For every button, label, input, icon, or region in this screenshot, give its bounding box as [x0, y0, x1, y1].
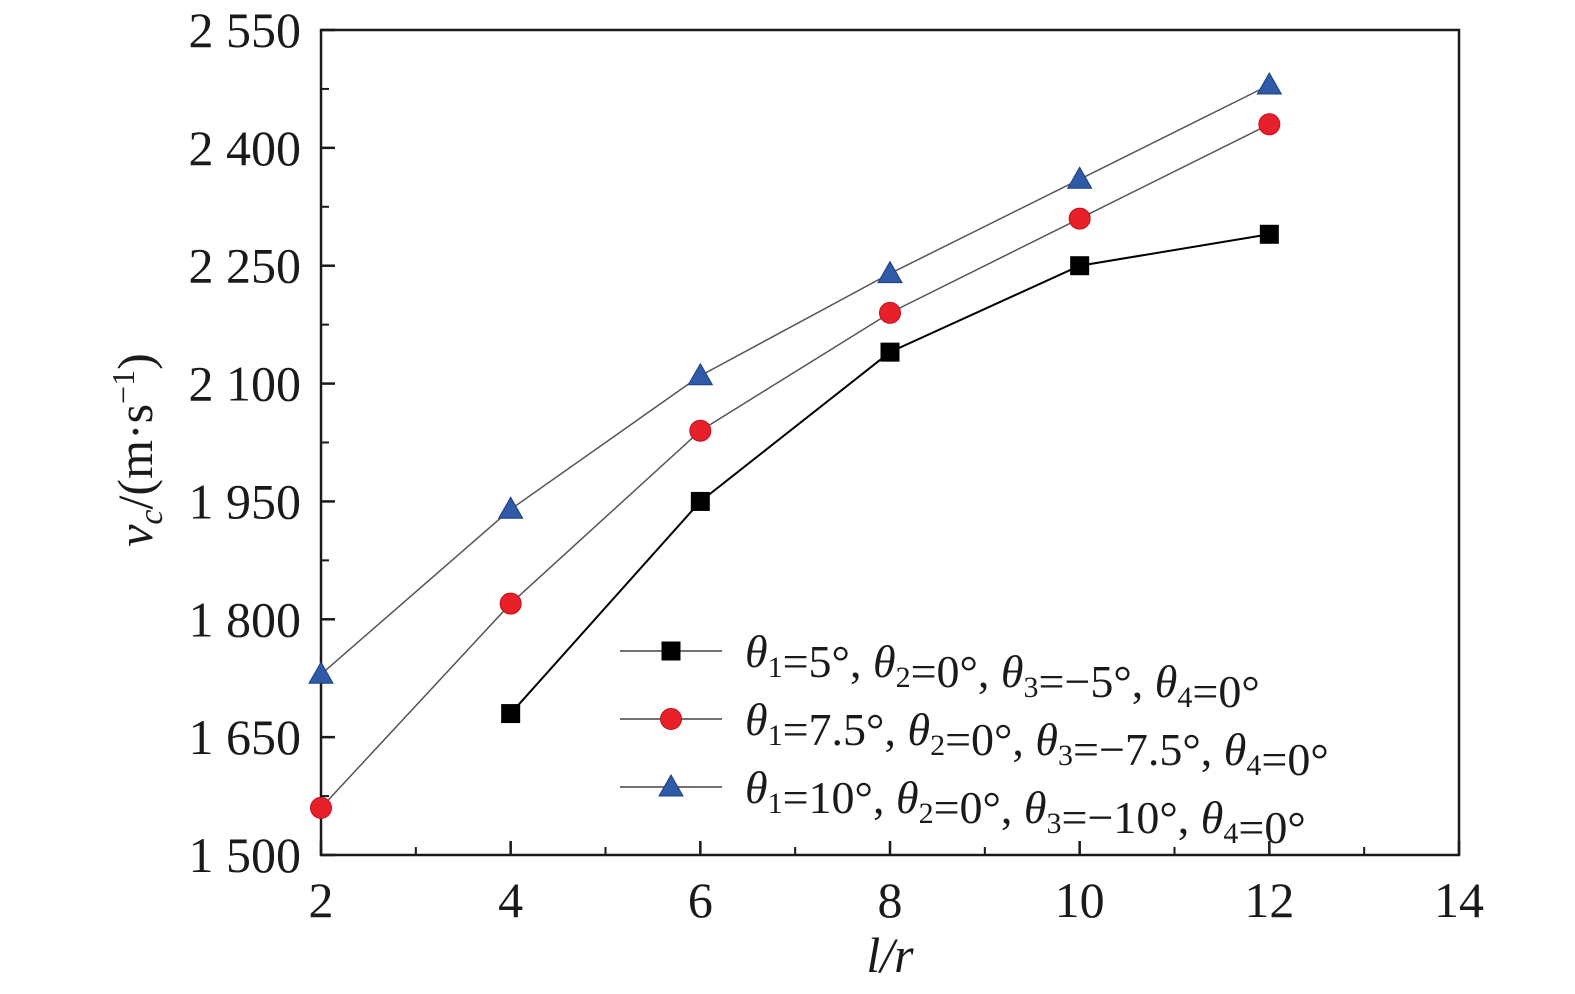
y-tick-label: 2 550	[189, 2, 302, 58]
series-1-point	[1070, 256, 1090, 276]
y-tick-label: 1 950	[189, 473, 302, 529]
x-axis-title: l/r	[866, 927, 914, 983]
series-1-point	[690, 491, 710, 511]
series-markers	[308, 71, 1283, 819]
y-tick-label: 1 800	[189, 591, 302, 647]
y-tick-label: 2 100	[189, 356, 302, 412]
series-3-point	[877, 260, 903, 284]
x-tick-label: 4	[498, 872, 523, 928]
y-tick-label: 1 650	[189, 709, 302, 765]
series-3-point	[1256, 71, 1283, 95]
series-1-point	[1259, 224, 1279, 244]
series-2-point	[689, 419, 712, 442]
legend-label: θ1=5°, θ2=0°, θ3=−5°, θ4=0°	[745, 626, 1260, 717]
x-tick-label: 6	[688, 872, 713, 928]
legend-marker	[661, 641, 681, 661]
series-2-point	[1068, 207, 1091, 230]
series-3-point	[308, 661, 334, 684]
series-1-point	[501, 704, 521, 724]
y-tick-label: 1 500	[189, 827, 302, 883]
x-tick-label: 8	[878, 872, 903, 928]
series-2-point	[310, 796, 332, 819]
legend: θ1=5°, θ2=0°, θ3=−5°, θ4=0°θ1=7.5°, θ2=0…	[620, 626, 1329, 853]
series-2-point	[879, 301, 901, 324]
series-3-line	[320, 84, 1270, 675]
series-3-point	[687, 362, 714, 386]
x-tick-label: 2	[309, 872, 334, 928]
x-tick-label: 10	[1055, 872, 1105, 928]
series-1-point	[880, 342, 900, 362]
x-tick-label: 12	[1244, 872, 1294, 928]
axis-ticks: 2 4 6 8 10 12 14 1 500 1 650 1 800 1 950 2 100 2 250…	[189, 2, 1485, 928]
series-2-point	[499, 592, 522, 615]
y-axis-title: vc/(m·s−1)	[105, 353, 170, 547]
series-3-point	[1066, 166, 1093, 189]
legend-marker	[658, 773, 684, 797]
legend-marker	[660, 708, 682, 730]
series-2-point	[1258, 113, 1281, 136]
series-2-line	[320, 123, 1270, 809]
legend-label: θ1=7.5°, θ2=0°, θ3=−7.5°, θ4=0°	[745, 694, 1329, 785]
x-tick-label: 14	[1434, 872, 1484, 928]
series-3-point	[497, 496, 524, 519]
y-tick-label: 2 400	[189, 120, 302, 176]
legend-label: θ1=10°, θ2=0°, θ3=−10°, θ4=0°	[745, 762, 1306, 853]
y-tick-label: 2 250	[189, 238, 302, 294]
